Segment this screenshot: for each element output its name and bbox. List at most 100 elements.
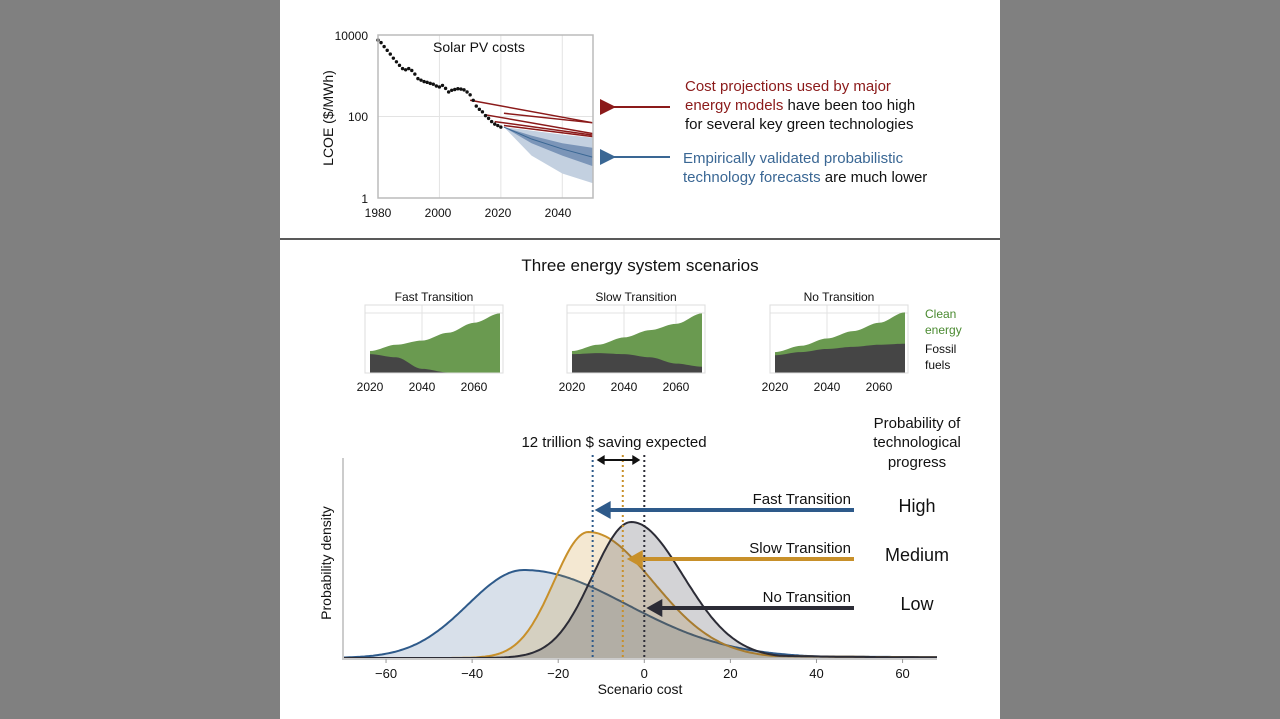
row-label-fast: Fast Transition [753, 491, 851, 508]
annotation-red-highlight: energy models [685, 97, 783, 114]
data-point [450, 88, 454, 92]
clean-energy-area [370, 313, 500, 373]
density-fill-2 [343, 522, 937, 658]
data-point [385, 48, 389, 53]
forecast-outer-band [503, 127, 593, 184]
data-point [468, 93, 472, 97]
x-tick: 2020 [357, 380, 384, 394]
x-axis-label: Scenario cost [598, 681, 683, 697]
x-tick: 2060 [461, 380, 488, 394]
data-point [403, 68, 408, 72]
data-point [486, 116, 491, 121]
scenario-chart-no-transition: No Transition 2020 2040 2060 [762, 290, 909, 394]
scenario-arrowhead [646, 599, 663, 617]
legend-fossil-2: fuels [925, 358, 950, 372]
data-point [431, 82, 435, 86]
legend-clean-2: energy [925, 323, 962, 337]
projection-line [503, 124, 594, 138]
x-tick: 20 [723, 666, 737, 681]
data-point [413, 72, 417, 76]
forecast-median [503, 126, 594, 158]
data-point [443, 86, 448, 91]
x-tick: 60 [895, 666, 909, 681]
plot-frame [769, 304, 909, 374]
data-point [425, 80, 429, 85]
x-tick: 1980 [365, 206, 392, 220]
data-point [489, 119, 494, 124]
fossil-fuels-area [775, 343, 905, 373]
data-point [493, 122, 497, 126]
data-point [416, 76, 420, 81]
data-point [379, 40, 383, 45]
legend-fossil: Fossil [925, 342, 956, 356]
annotation-red-line1: Cost projections used by major [685, 78, 891, 95]
scenario-chart-fast-transition: Fast Transition 2020 2040 2060 [357, 290, 504, 394]
chart-title: Solar PV costs [433, 39, 525, 55]
x-tick: 2020 [485, 206, 512, 220]
x-tick: 2040 [409, 380, 436, 394]
row-label-no: No Transition [763, 589, 851, 606]
data-point [410, 68, 414, 73]
data-point [391, 56, 396, 60]
data-point [419, 78, 423, 82]
row-label-slow: Slow Transition [749, 540, 851, 557]
solar-pv-chart [376, 34, 594, 199]
y-tick: 100 [348, 110, 368, 124]
x-tick: 0 [641, 666, 648, 681]
annotation-blue-highlight: technology forecasts [683, 169, 821, 186]
x-tick: 2000 [425, 206, 452, 220]
plot-frame [566, 304, 706, 374]
data-point [428, 81, 432, 86]
prob-medium: Medium [885, 545, 949, 565]
annotation-red-rest: have been too high [783, 97, 915, 114]
data-point [480, 110, 485, 114]
x-tick: 2040 [611, 380, 638, 394]
prob-header: Probability of [874, 415, 962, 432]
data-point [422, 79, 426, 84]
data-point [496, 123, 500, 128]
x-tick: 2020 [559, 380, 586, 394]
fossil-fuels-area [370, 354, 500, 373]
x-tick: 2060 [866, 380, 893, 394]
y-tick: 10000 [335, 29, 369, 43]
data-point [446, 90, 451, 94]
prob-header: technological [873, 434, 961, 451]
prob-header: progress [888, 454, 946, 471]
scenario-title: Fast Transition [395, 290, 474, 304]
x-tick: 2040 [545, 206, 572, 220]
legend-clean: Clean [925, 307, 956, 321]
density-fill-1 [343, 532, 937, 658]
scenario-title: No Transition [804, 290, 875, 304]
prob-high: High [898, 496, 935, 516]
projection-line [485, 114, 594, 135]
data-point [465, 90, 469, 94]
plot-frame [377, 34, 594, 199]
data-point [456, 87, 460, 91]
x-tick: −60 [375, 666, 397, 681]
projection-line [494, 120, 594, 136]
plot-frame [364, 304, 504, 374]
annotation-red-line2: energy models have been too high [685, 97, 915, 114]
y-axis-label: LCOE ($/MWh) [320, 70, 336, 166]
density-fill-0 [343, 570, 937, 658]
scenario-title: Slow Transition [595, 290, 676, 304]
data-point [437, 85, 442, 89]
saving-annotation: 12 trillion $ saving expected [521, 434, 706, 451]
data-point [400, 66, 405, 71]
x-tick: 40 [809, 666, 823, 681]
data-point [474, 104, 478, 108]
x-tick: 2060 [663, 380, 690, 394]
cost-distribution-chart: −60 −40 −20 0 20 40 60 [342, 455, 938, 681]
data-point [397, 63, 402, 68]
scenarios-title: Three energy system scenarios [521, 256, 758, 275]
data-point [459, 87, 463, 91]
y-tick: 1 [361, 192, 368, 206]
data-point [471, 98, 475, 102]
data-point [462, 88, 466, 92]
scenario-arrowhead [594, 501, 611, 519]
data-point [477, 107, 482, 112]
data-point [394, 60, 399, 64]
data-point [499, 125, 503, 129]
